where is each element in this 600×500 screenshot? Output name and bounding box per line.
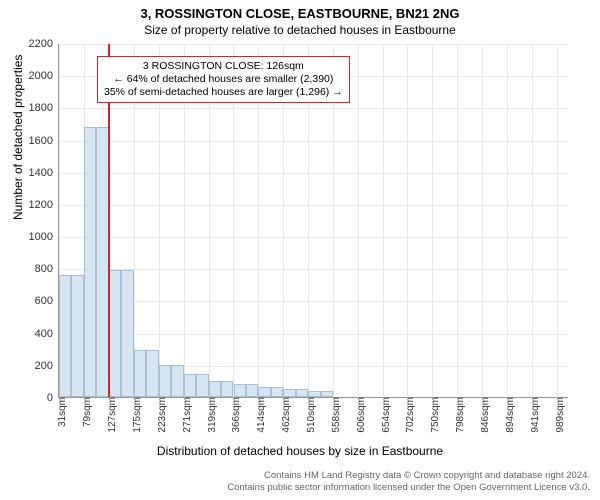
- histogram-bar: [271, 387, 283, 397]
- x-axis-label: Distribution of detached houses by size …: [0, 444, 600, 458]
- histogram-chart: 0200400600800100012001400160018002000220…: [58, 44, 568, 398]
- gridline-h: [59, 237, 568, 238]
- y-tick-label: 2200: [29, 38, 59, 50]
- x-tick-label: 558sqm: [327, 397, 342, 433]
- y-tick-label: 1600: [29, 135, 59, 147]
- x-tick-label: 175sqm: [128, 397, 143, 433]
- gridline-v: [557, 44, 558, 397]
- x-tick-label: 989sqm: [551, 397, 566, 433]
- x-tick-label: 31sqm: [53, 397, 68, 427]
- histogram-bar: [146, 350, 158, 397]
- footer-attribution: Contains HM Land Registry data © Crown c…: [227, 470, 590, 494]
- gridline-v: [507, 44, 508, 397]
- annotation-box: 3 ROSSINGTON CLOSE: 126sqm← 64% of detac…: [97, 56, 350, 103]
- histogram-bar: [59, 275, 71, 397]
- x-tick-label: 798sqm: [451, 397, 466, 433]
- page-title: 3, ROSSINGTON CLOSE, EASTBOURNE, BN21 2N…: [0, 6, 600, 21]
- x-tick-label: 750sqm: [426, 397, 441, 433]
- y-tick-label: 1200: [29, 199, 59, 211]
- gridline-h: [59, 141, 568, 142]
- x-tick-label: 271sqm: [178, 397, 193, 433]
- histogram-bar: [184, 374, 196, 397]
- x-tick-label: 894sqm: [501, 397, 516, 433]
- x-tick-label: 941sqm: [526, 397, 541, 433]
- histogram-bar: [296, 389, 308, 397]
- histogram-bar: [171, 365, 183, 397]
- page-subtitle: Size of property relative to detached ho…: [0, 23, 600, 37]
- x-tick-label: 846sqm: [476, 397, 491, 433]
- histogram-bar: [321, 391, 333, 397]
- y-tick-label: 400: [35, 328, 59, 340]
- x-tick-label: 654sqm: [377, 397, 392, 433]
- gridline-h: [59, 108, 568, 109]
- y-tick-label: 2000: [29, 70, 59, 82]
- histogram-bar: [159, 365, 171, 397]
- x-tick-label: 606sqm: [352, 397, 367, 433]
- y-tick-label: 1400: [29, 167, 59, 179]
- x-tick-label: 366sqm: [227, 397, 242, 433]
- gridline-v: [457, 44, 458, 397]
- histogram-bar: [258, 387, 270, 397]
- histogram-bar: [134, 350, 146, 397]
- annotation-line-3: 35% of semi-detached houses are larger (…: [104, 86, 343, 99]
- annotation-line-2: ← 64% of detached houses are smaller (2,…: [104, 73, 343, 86]
- x-tick-label: 319sqm: [203, 397, 218, 433]
- histogram-bar: [209, 381, 221, 397]
- gridline-h: [59, 301, 568, 302]
- x-tick-label: 510sqm: [302, 397, 317, 433]
- histogram-bar: [96, 127, 108, 397]
- footer-line-1: Contains HM Land Registry data © Crown c…: [227, 470, 590, 482]
- histogram-bar: [84, 127, 96, 397]
- y-tick-label: 1800: [29, 102, 59, 114]
- gridline-h: [59, 44, 568, 45]
- histogram-bar: [234, 384, 246, 397]
- y-tick-label: 1000: [29, 231, 59, 243]
- histogram-bar: [283, 389, 295, 397]
- gridline-h: [59, 334, 568, 335]
- x-tick-label: 127sqm: [103, 397, 118, 433]
- y-axis-label: Number of detached properties: [11, 55, 25, 220]
- footer-line-2: Contains public sector information licen…: [227, 482, 590, 494]
- gridline-v: [358, 44, 359, 397]
- histogram-bar: [196, 374, 208, 397]
- x-tick-label: 414sqm: [252, 397, 267, 433]
- x-tick-label: 79sqm: [78, 397, 93, 427]
- gridline-v: [432, 44, 433, 397]
- histogram-bar: [221, 381, 233, 397]
- gridline-h: [59, 205, 568, 206]
- annotation-line-1: 3 ROSSINGTON CLOSE: 126sqm: [104, 60, 343, 73]
- gridline-h: [59, 269, 568, 270]
- gridline-v: [482, 44, 483, 397]
- histogram-bar: [246, 384, 258, 397]
- gridline-v: [383, 44, 384, 397]
- x-tick-label: 702sqm: [401, 397, 416, 433]
- histogram-bar: [308, 391, 320, 397]
- x-tick-label: 223sqm: [153, 397, 168, 433]
- gridline-h: [59, 173, 568, 174]
- y-tick-label: 600: [35, 295, 59, 307]
- gridline-v: [407, 44, 408, 397]
- histogram-bar: [71, 275, 83, 397]
- x-tick-label: 462sqm: [277, 397, 292, 433]
- histogram-bar: [121, 270, 133, 397]
- gridline-v: [532, 44, 533, 397]
- y-tick-label: 200: [35, 360, 59, 372]
- y-tick-label: 800: [35, 263, 59, 275]
- histogram-bar: [109, 270, 121, 397]
